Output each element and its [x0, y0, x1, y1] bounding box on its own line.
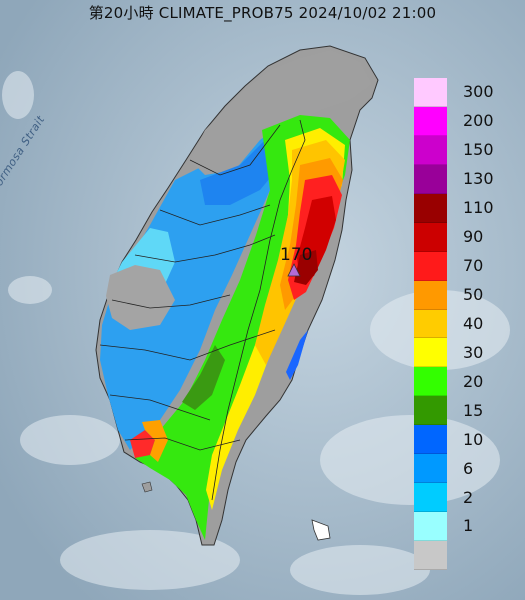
county-borders — [99, 119, 306, 501]
cloud-texture — [2, 71, 510, 595]
legend-swatch — [414, 135, 447, 165]
legend-swatch — [414, 309, 447, 339]
rain-band-sw-70 — [130, 430, 155, 458]
rain-band-north-gray — [190, 50, 372, 175]
rain-band-6 — [100, 120, 292, 450]
legend-label: 90 — [463, 227, 484, 247]
legend-swatch — [414, 483, 447, 513]
rain-band-gray-west — [106, 265, 175, 330]
island-orchid — [141, 481, 153, 493]
color-legend — [414, 78, 454, 570]
legend-swatch — [414, 193, 447, 223]
legend-label: 200 — [463, 111, 494, 131]
legend-swatch — [414, 396, 447, 426]
legend-swatch — [414, 106, 447, 136]
legend-label: 50 — [463, 284, 484, 304]
legend-swatch — [414, 512, 447, 541]
legend-swatch — [414, 222, 447, 252]
legend-label: 1 — [463, 516, 474, 536]
legend-label: 150 — [463, 140, 494, 160]
island-green — [311, 519, 331, 541]
legend-swatch — [414, 280, 447, 310]
legend-label: 40 — [463, 313, 484, 333]
legend-label: 70 — [463, 255, 484, 275]
legend-label: 20 — [463, 371, 484, 391]
legend-swatch — [414, 425, 447, 455]
legend-swatch — [414, 338, 447, 368]
legend-swatch — [414, 251, 447, 281]
legend-swatch — [414, 454, 447, 484]
legend-swatch — [414, 541, 447, 570]
legend-label: 10 — [463, 429, 484, 449]
map-title: 第20小時 CLIMATE_PROB75 2024/10/02 21:00 — [88, 4, 437, 22]
legend-swatch — [414, 367, 447, 397]
legend-label: 300 — [463, 82, 494, 102]
legend-label: 130 — [463, 169, 494, 189]
rain-band-15 — [182, 345, 225, 410]
legend-swatch — [414, 78, 447, 107]
rain-band-east-10 — [286, 330, 308, 380]
legend-label: 110 — [463, 198, 494, 218]
triangle-marker-icon — [287, 263, 301, 277]
max-value-label: 170 — [280, 245, 313, 265]
legend-label: 15 — [463, 400, 484, 420]
legend-label: 2 — [463, 487, 474, 507]
legend-label: 30 — [463, 342, 484, 362]
legend-label: 6 — [463, 458, 474, 478]
rain-band-sw-50 — [142, 420, 168, 462]
legend-swatch — [414, 164, 447, 194]
